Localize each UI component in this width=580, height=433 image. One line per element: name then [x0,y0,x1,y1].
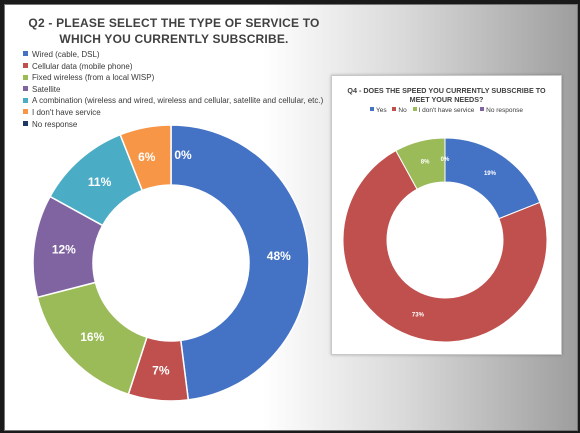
q2-legend-item: Cellular data (mobile phone) [23,61,323,73]
legend-swatch [23,74,28,80]
legend-label: I don't have service [418,107,475,114]
legend-swatch [412,107,417,112]
q2-slice-5 [119,124,172,192]
legend-swatch [23,51,28,57]
q2-legend: Wired (cable, DSL) Cellular data (mobile… [23,49,323,130]
q4-legend-item: I don't have service [412,107,475,114]
legend-label: Satellite [32,84,61,94]
q4-data-label-0: 19% [484,171,497,177]
legend-swatch [23,109,28,115]
q2-data-label-3: 12% [52,242,76,256]
legend-label: Fixed wireless (from a local WISP) [32,73,155,83]
q2-donut-chart: 48% 7% 16% 12% 11% 6% 0% [32,124,310,402]
legend-label: I don't have service [32,107,101,117]
q4-legend-item: No [392,107,407,114]
q4-slice-2 [395,137,446,190]
q2-legend-item: Wired (cable, DSL) [23,49,323,61]
legend-swatch [480,107,485,112]
q2-legend-item: A combination (wireless and wired, wirel… [23,95,323,107]
slide: Q2 - PLEASE SELECT THE TYPE OF SERVICE T… [4,4,578,431]
q2-legend-item: I don't have service [23,107,323,119]
legend-swatch [369,107,374,112]
q4-chart-title: Q4 - DOES THE SPEED YOU CURRENTLY SUBSCR… [347,86,546,104]
q2-data-label-1: 7% [152,364,170,378]
q4-slice-0 [444,137,541,220]
q2-legend-item: No response [23,119,323,131]
q2-slice-0 [170,124,310,401]
q2-legend-item: Satellite [23,84,323,96]
q2-legend-item: Fixed wireless (from a local WISP) [23,72,323,84]
legend-swatch [23,120,28,126]
q4-data-label-3: 0% [441,157,450,163]
legend-swatch [23,62,28,68]
q4-legend-item: Yes [369,107,387,114]
q4-legend-item: No response [480,107,523,114]
legend-swatch [23,86,28,92]
legend-label: Yes [375,107,387,114]
q2-data-label-0: 48% [267,249,291,263]
q2-data-label-6: 0% [174,148,192,162]
legend-label: No [398,107,407,114]
q4-slice-1 [342,149,548,343]
q2-data-label-2: 16% [80,330,104,344]
legend-swatch [392,107,397,112]
legend-label: No response [486,107,524,114]
q2-data-label-5: 6% [138,150,156,164]
legend-label: Cellular data (mobile phone) [32,61,133,71]
q2-chart-title: Q2 - PLEASE SELECT THE TYPE OF SERVICE T… [28,16,320,46]
q4-chart-panel: Q4 - DOES THE SPEED YOU CURRENTLY SUBSCR… [331,75,562,355]
legend-swatch [23,97,28,103]
legend-label: Wired (cable, DSL) [32,50,100,59]
q4-legend: Yes No I don't have service No response [332,107,561,114]
q4-donut-chart: 19% 73% 8% 0% [342,137,548,343]
q4-data-label-1: 73% [412,312,425,318]
legend-label: No response [32,119,78,129]
q4-data-label-2: 8% [421,160,430,166]
q2-data-label-4: 11% [88,175,112,189]
legend-label: A combination (wireless and wired, wirel… [32,96,324,106]
